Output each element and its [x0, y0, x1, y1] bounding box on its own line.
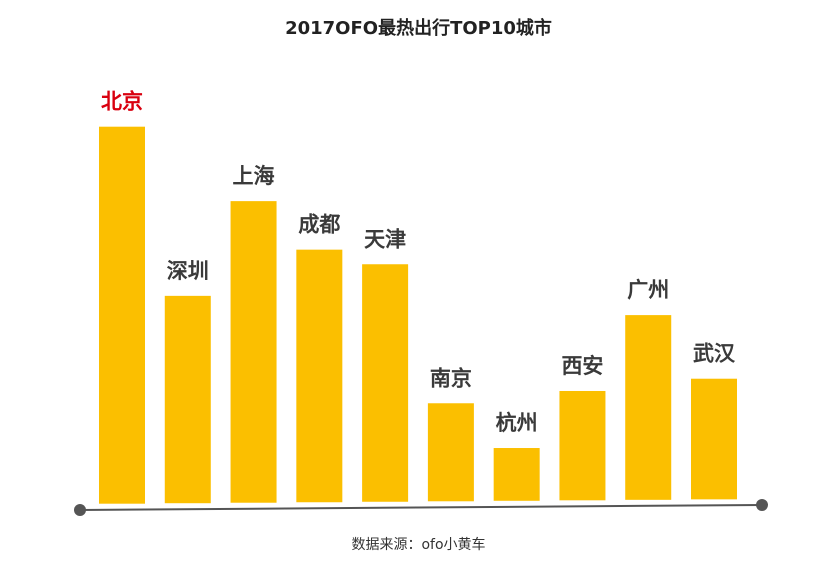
chart-title: 2017OFO最热出行TOP10城市	[285, 18, 552, 39]
bar-5	[362, 264, 409, 502]
category-label-2: 深圳	[167, 259, 209, 283]
category-label-8: 西安	[561, 354, 603, 378]
category-label-9: 广州	[627, 278, 669, 302]
bar-7	[493, 448, 540, 501]
category-label-3: 上海	[233, 164, 275, 188]
bar-10	[691, 378, 737, 500]
category-label-10: 武汉	[693, 342, 736, 366]
bars-group	[99, 126, 737, 504]
bar-9	[625, 315, 672, 500]
category-label-1: 北京	[101, 90, 143, 114]
x-axis-start-dot	[74, 504, 86, 516]
data-source-note: 数据来源：ofo小黄车	[351, 537, 486, 553]
bar-4	[296, 249, 343, 503]
category-label-7: 杭州	[496, 411, 538, 435]
x-axis-line	[79, 504, 763, 511]
bar-6	[427, 403, 474, 502]
category-label-6: 南京	[430, 366, 472, 390]
x-axis-end-dot	[756, 499, 768, 511]
category-label-4: 成都	[298, 213, 340, 237]
bar-1	[99, 126, 145, 504]
category-label-5: 天津	[364, 227, 406, 251]
bar-3	[230, 201, 277, 503]
bar-8	[559, 390, 606, 501]
bar-2	[164, 295, 211, 504]
